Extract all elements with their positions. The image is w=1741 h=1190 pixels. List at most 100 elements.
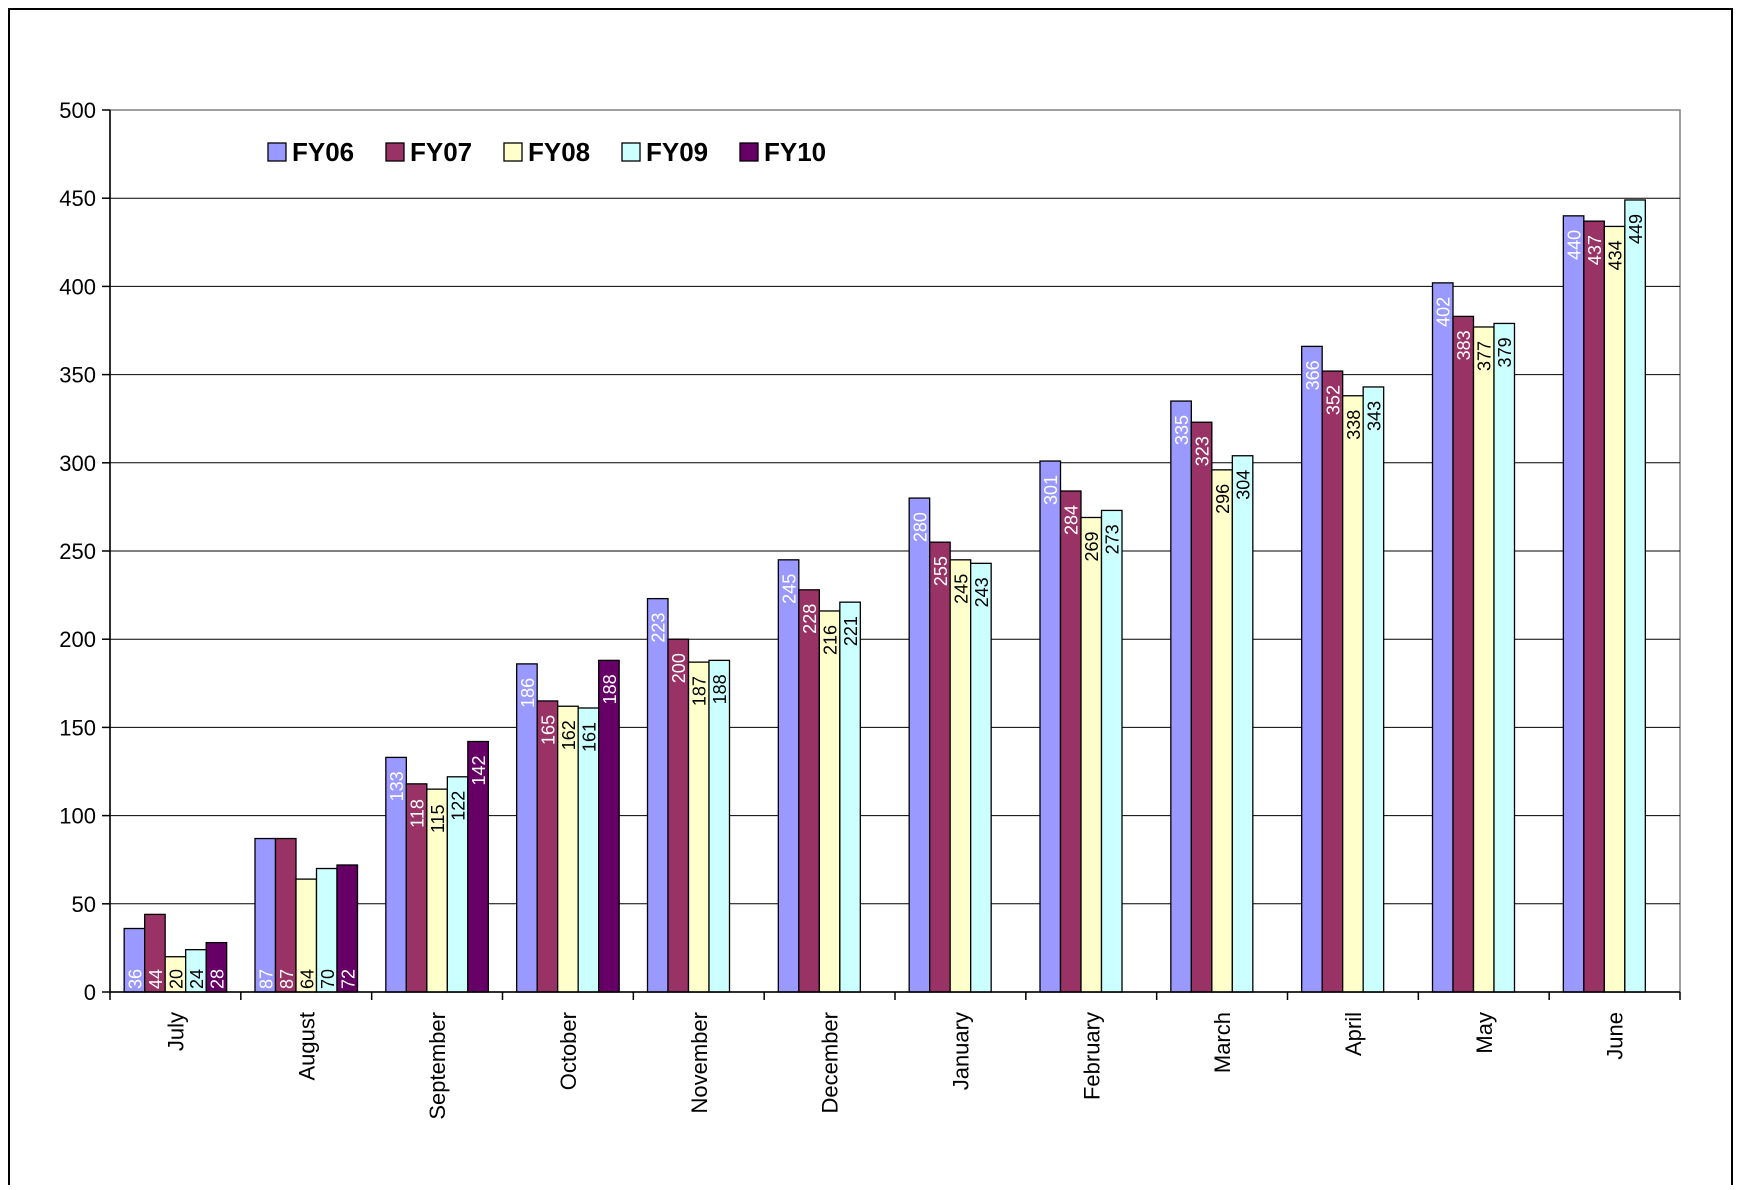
category-label: October <box>556 1012 581 1090</box>
bar-fy07 <box>1190 421 1213 993</box>
category-label: November <box>687 1012 712 1113</box>
data-label: 162 <box>559 720 579 750</box>
y-tick-label: 0 <box>84 980 96 1005</box>
legend-label-fy09: FY09 <box>646 137 708 167</box>
data-label: 338 <box>1344 410 1364 440</box>
data-label: 366 <box>1303 360 1323 390</box>
bar-fy08 <box>1603 225 1626 993</box>
data-label: 377 <box>1475 341 1495 371</box>
data-label: 245 <box>951 574 971 604</box>
bar-fy09 <box>839 601 861 993</box>
data-label: 221 <box>841 616 861 646</box>
legend-swatch-fy07 <box>385 142 405 162</box>
data-label: 187 <box>690 676 710 706</box>
data-label: 115 <box>428 804 448 833</box>
category-label: January <box>948 1012 973 1090</box>
data-label: 323 <box>1193 436 1213 466</box>
data-label: 186 <box>518 678 538 708</box>
data-label: 296 <box>1213 484 1233 514</box>
category-label: September <box>425 1012 450 1120</box>
data-labels: 36 87 133 186 223 245 280 301 335 366 402 440 44 87 11… <box>125 214 1646 989</box>
data-label: 133 <box>387 771 407 801</box>
category-label: April <box>1341 1012 1366 1056</box>
y-tick-label: 350 <box>59 363 96 388</box>
bar-fy06 <box>1170 400 1192 993</box>
data-label: 434 <box>1606 240 1626 270</box>
bar-fy07 <box>798 589 820 993</box>
data-label: 243 <box>972 577 992 607</box>
data-label: 440 <box>1565 230 1585 260</box>
bar-fy07 <box>667 638 690 993</box>
bar-fy08 <box>1211 469 1233 993</box>
data-label: 28 <box>207 969 227 989</box>
bar-fy06 <box>777 559 800 993</box>
bar-fy07 <box>1583 220 1605 993</box>
legend-swatch-fy09 <box>621 142 641 162</box>
data-label: 335 <box>1172 415 1192 445</box>
data-label: 280 <box>910 512 930 542</box>
y-tick-label: 50 <box>72 892 96 917</box>
legend-label-fy06: FY06 <box>292 137 354 167</box>
bar-fy06 <box>1039 460 1062 993</box>
data-label: 64 <box>297 969 317 989</box>
bar-fy07 <box>1321 370 1344 993</box>
bar-fy06 <box>1301 345 1323 993</box>
category-label: June <box>1603 1012 1628 1060</box>
data-label: 352 <box>1323 385 1343 415</box>
legend-label-fy10: FY10 <box>764 137 826 167</box>
y-tick-label: 450 <box>59 186 96 211</box>
bar-fy09 <box>1231 455 1254 993</box>
data-label: 379 <box>1495 337 1515 367</box>
data-label: 273 <box>1103 524 1123 554</box>
bar-fy06 <box>1431 282 1454 993</box>
data-label: 72 <box>338 969 358 989</box>
data-label: 402 <box>1434 297 1454 327</box>
y-tick-label: 250 <box>59 539 96 564</box>
data-label: 24 <box>187 969 207 989</box>
data-label: 200 <box>669 653 689 683</box>
data-label: 122 <box>449 791 469 821</box>
category-label: December <box>818 1012 843 1113</box>
y-tick-label: 200 <box>59 627 96 652</box>
data-label: 301 <box>1041 475 1061 505</box>
category-label: August <box>294 1012 319 1081</box>
data-label: 284 <box>1062 505 1082 535</box>
data-label: 449 <box>1626 214 1646 244</box>
data-label: 255 <box>931 556 951 586</box>
data-label: 70 <box>318 969 338 989</box>
category-label: July <box>163 1012 188 1051</box>
data-label: 87 <box>277 969 297 989</box>
bar-fy09 <box>1624 199 1646 993</box>
data-label: 304 <box>1234 470 1254 500</box>
y-tick-label: 100 <box>59 804 96 829</box>
data-label: 44 <box>146 969 166 989</box>
data-label: 437 <box>1585 235 1605 265</box>
data-label: 216 <box>821 625 841 655</box>
legend-swatch-fy10 <box>739 142 759 162</box>
bar-fy06 <box>516 663 538 993</box>
y-tick-label: 500 <box>59 98 96 123</box>
bar-fy09 <box>1362 386 1385 993</box>
axes: 0 50 100 150 200 250 300 350 400 450 500 July August… <box>59 98 1681 1120</box>
category-label: May <box>1472 1012 1497 1054</box>
data-label: 142 <box>469 755 489 785</box>
bar-fy06 <box>908 497 931 993</box>
data-label: 87 <box>256 969 276 989</box>
category-label: February <box>1079 1012 1104 1100</box>
data-label: 343 <box>1364 401 1384 431</box>
y-tick-label: 150 <box>59 715 96 740</box>
data-label: 165 <box>538 715 558 745</box>
legend-label-fy07: FY07 <box>410 137 472 167</box>
legend-swatch-fy08 <box>503 142 523 162</box>
data-label: 188 <box>710 674 730 704</box>
bar-fy09 <box>1493 322 1516 993</box>
category-label: March <box>1210 1012 1235 1073</box>
bar-fy08 <box>818 610 841 993</box>
bar-fy08 <box>1080 516 1103 993</box>
data-label: 161 <box>579 722 599 752</box>
bar-fy07 <box>1452 315 1475 993</box>
bar-fy09 <box>708 659 731 993</box>
bar-fy07 <box>1059 490 1082 993</box>
